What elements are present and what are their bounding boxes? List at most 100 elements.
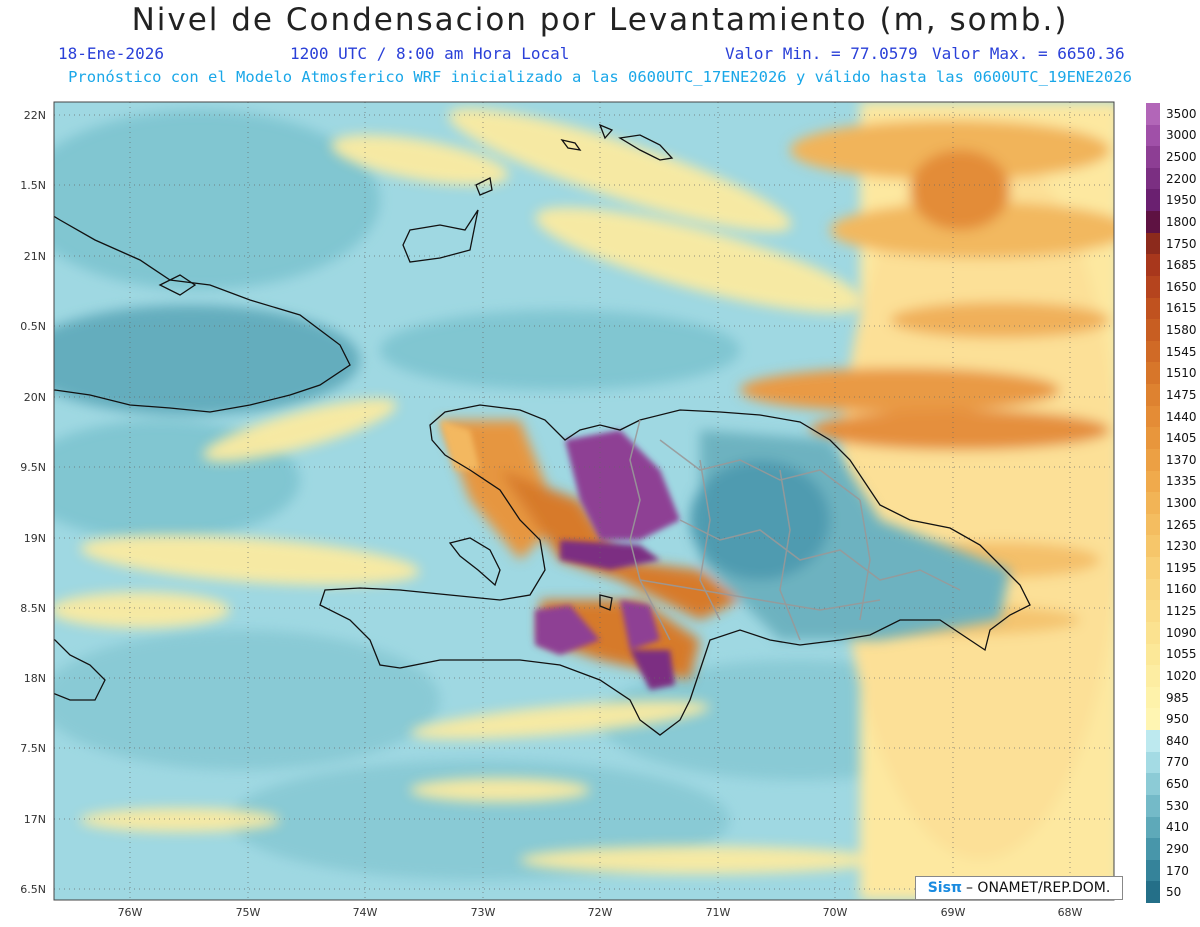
legend-label: 1440 — [1166, 409, 1197, 424]
lat-label: 1.5N — [20, 179, 46, 192]
legend-label: 1800 — [1166, 214, 1197, 229]
lon-label: 73W — [471, 906, 496, 919]
legend-label: 770 — [1166, 755, 1189, 770]
legend-label: 50 — [1166, 885, 1182, 900]
legend-label: 1300 — [1166, 496, 1197, 510]
lat-label: 17N — [24, 813, 46, 826]
legend-swatch — [1146, 751, 1160, 774]
legend-swatch — [1146, 708, 1160, 731]
lat-label: 7.5N — [20, 742, 46, 755]
legend-label: 1405 — [1166, 431, 1197, 446]
legend-swatch — [1146, 730, 1160, 753]
province-borders — [629, 419, 961, 641]
map-field — [54, 102, 1114, 900]
legend-swatch — [1146, 232, 1160, 255]
legend-swatch — [1146, 124, 1160, 147]
legend-swatch — [1146, 103, 1160, 126]
legend-swatch — [1146, 189, 1160, 212]
legend-swatch — [1146, 167, 1160, 190]
lat-label: 0.5N — [20, 320, 46, 333]
legend-label: 1020 — [1166, 668, 1197, 683]
legend-label: 1265 — [1166, 517, 1197, 532]
legend-label: 1230 — [1166, 539, 1197, 554]
lon-label: 72W — [588, 906, 613, 919]
legend-swatch — [1146, 448, 1160, 472]
legend-swatch — [1146, 427, 1160, 450]
legend-label: 1750 — [1166, 236, 1197, 251]
lon-label: 69W — [941, 906, 966, 919]
legend-label: 1335 — [1166, 474, 1197, 489]
lat-label: 20N — [24, 391, 46, 404]
legend-label: 1950 — [1166, 193, 1197, 208]
legend-label: 985 — [1166, 690, 1189, 705]
legend-swatch — [1146, 665, 1160, 688]
credit-text: – ONAMET/REP.DOM. — [965, 880, 1111, 896]
legend-swatch — [1146, 838, 1160, 861]
legend-label: 2500 — [1166, 150, 1197, 165]
legend-swatch — [1146, 859, 1160, 882]
lon-label: 74W — [353, 906, 378, 919]
legend-label: 410 — [1166, 820, 1189, 835]
legend-swatch — [1146, 600, 1160, 623]
legend-swatch — [1146, 643, 1160, 666]
legend-label: 3500 — [1166, 106, 1197, 121]
legend-label: 650 — [1166, 777, 1189, 792]
date-label: 18-Ene-2026 — [58, 44, 164, 63]
legend-swatch — [1146, 254, 1160, 277]
credit-box: Sisπ – ONAMET/REP.DOM. — [915, 876, 1123, 900]
legend-label: 170 — [1166, 863, 1189, 878]
lon-axis: 76W 75W 74W 73W 72W 71W 70W 69W 68W — [118, 906, 1083, 919]
legend-swatch — [1146, 816, 1160, 839]
legend-swatch — [1146, 362, 1160, 385]
legend-label: 1580 — [1166, 323, 1197, 338]
legend-label: 1615 — [1166, 301, 1197, 316]
legend-swatch — [1146, 340, 1160, 363]
legend-label: 1685 — [1166, 258, 1197, 273]
legend-swatch — [1146, 384, 1160, 407]
legend-label: 1545 — [1166, 344, 1197, 359]
legend-swatch — [1146, 535, 1160, 558]
legend-label: 1055 — [1166, 647, 1197, 662]
lat-axis: 22N 1.5N 21N 0.5N 20N 9.5N 19N 8.5N 18N … — [20, 109, 46, 896]
legend-label: 840 — [1166, 733, 1189, 748]
legend-swatch — [1146, 794, 1160, 817]
lat-label: 22N — [24, 109, 46, 122]
legend-swatch — [1146, 492, 1160, 515]
legend-swatch — [1146, 146, 1160, 169]
lat-label: 8.5N — [20, 602, 46, 615]
lat-label: 18N — [24, 672, 46, 685]
lat-label: 21N — [24, 250, 46, 263]
legend-label: 1125 — [1166, 604, 1197, 619]
legend-swatch — [1146, 297, 1160, 320]
lon-label: 75W — [236, 906, 261, 919]
lon-label: 70W — [823, 906, 848, 919]
legend-label: 1090 — [1166, 625, 1197, 640]
lon-label: 68W — [1058, 906, 1083, 919]
time-label: 1200 UTC / 8:00 am Hora Local — [290, 44, 570, 63]
color-legend: 3500 3000 2500 2200 1950 1800 1750 1685 1650 1615… — [1146, 103, 1200, 904]
coastlines — [54, 123, 1031, 736]
legend-swatch — [1146, 513, 1160, 536]
map-title: Nivel de Condensacion por Levantamiento … — [131, 2, 1069, 38]
lat-label: 9.5N — [20, 461, 46, 474]
legend-swatch — [1146, 211, 1160, 234]
legend-swatch — [1146, 578, 1160, 601]
legend-swatch — [1146, 773, 1160, 796]
lat-label: 6.5N — [20, 883, 46, 896]
legend-swatch — [1146, 621, 1160, 645]
sispi-logo: Sisπ — [927, 880, 962, 896]
min-value-label: Valor Min. = 77.0579 — [725, 44, 918, 63]
legend-label: 1650 — [1166, 279, 1197, 294]
legend-swatch — [1146, 275, 1160, 299]
legend-label: 1195 — [1166, 560, 1197, 575]
legend-label: 1370 — [1166, 452, 1197, 467]
model-subtitle: Pronóstico con el Modelo Atmosferico WRF… — [68, 68, 1132, 86]
legend-label: 530 — [1166, 798, 1189, 813]
max-value-label: Valor Max. = 6650.36 — [932, 44, 1125, 63]
legend-swatch — [1146, 319, 1160, 342]
legend-label: 1510 — [1166, 366, 1197, 381]
legend-swatch — [1146, 881, 1160, 904]
legend-label: 1475 — [1166, 387, 1197, 402]
legend-swatch — [1146, 557, 1160, 580]
